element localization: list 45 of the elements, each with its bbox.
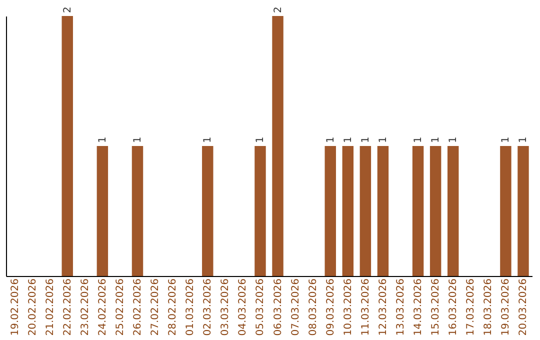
data-label: 1 xyxy=(97,136,108,143)
data-label: 1 xyxy=(132,136,144,143)
data-label: 1 xyxy=(342,136,354,143)
x-tick-label: 17.03.2026 xyxy=(466,278,477,336)
x-tick-label: 21.02.2026 xyxy=(44,278,56,336)
x-tick-label: 20.02.2026 xyxy=(27,278,38,336)
data-label: 1 xyxy=(325,136,336,143)
data-label: 1 xyxy=(500,136,512,143)
x-tick-label: 03.03.2026 xyxy=(220,278,232,336)
x-tick-label: 22.02.2026 xyxy=(62,278,74,336)
data-label: 1 xyxy=(255,136,266,143)
x-tick-label: 10.03.2026 xyxy=(342,278,354,336)
x-tick-label: 01.03.2026 xyxy=(185,278,196,336)
x-tick-label: 26.02.2026 xyxy=(132,278,144,336)
data-label: 2 xyxy=(62,6,74,13)
data-label: 1 xyxy=(448,136,460,143)
x-tick-label: 24.02.2026 xyxy=(97,278,108,336)
x-tick-label: 08.03.2026 xyxy=(308,278,319,336)
x-tick-label: 05.03.2026 xyxy=(255,278,266,336)
x-tick-label: 07.03.2026 xyxy=(290,278,302,336)
x-tick-label: 13.03.2026 xyxy=(396,278,406,336)
x-tick-label: 18.03.2026 xyxy=(483,278,494,336)
x-tick-label: 27.02.2026 xyxy=(150,278,162,336)
data-label: 1 xyxy=(413,136,424,143)
x-tick-label: 09.03.2026 xyxy=(325,278,336,336)
data-label: 2 xyxy=(272,6,284,13)
x-tick-label: 02.03.2026 xyxy=(202,278,214,336)
x-tick-label: 19.02.2026 xyxy=(10,278,21,336)
x-tick-label: 11.03.2026 xyxy=(360,278,372,336)
x-tick-label: 20.03.2026 xyxy=(518,278,530,336)
x-tick-label: 06.03.2026 xyxy=(272,278,284,336)
x-tick-label: 28.02.2026 xyxy=(168,278,179,336)
x-tick-label: 25.02.2026 xyxy=(114,278,126,336)
x-tick-label: 04.03.2026 xyxy=(238,278,249,336)
x-tick-label: 23.02.2026 xyxy=(80,278,91,336)
data-label: 1 xyxy=(360,136,372,143)
data-label: 1 xyxy=(518,136,530,143)
x-tick-label: 16.03.2026 xyxy=(448,278,460,336)
data-label: 1 xyxy=(202,136,214,143)
x-tick-label: 19.03.2026 xyxy=(500,278,512,336)
data-label: 1 xyxy=(378,136,389,143)
x-tick-label: 14.03.2026 xyxy=(413,278,424,336)
x-tick-label: 12.03.2026 xyxy=(378,278,389,336)
data-label: 1 xyxy=(430,136,442,143)
x-tick-label: 15.03.2026 xyxy=(430,278,442,336)
